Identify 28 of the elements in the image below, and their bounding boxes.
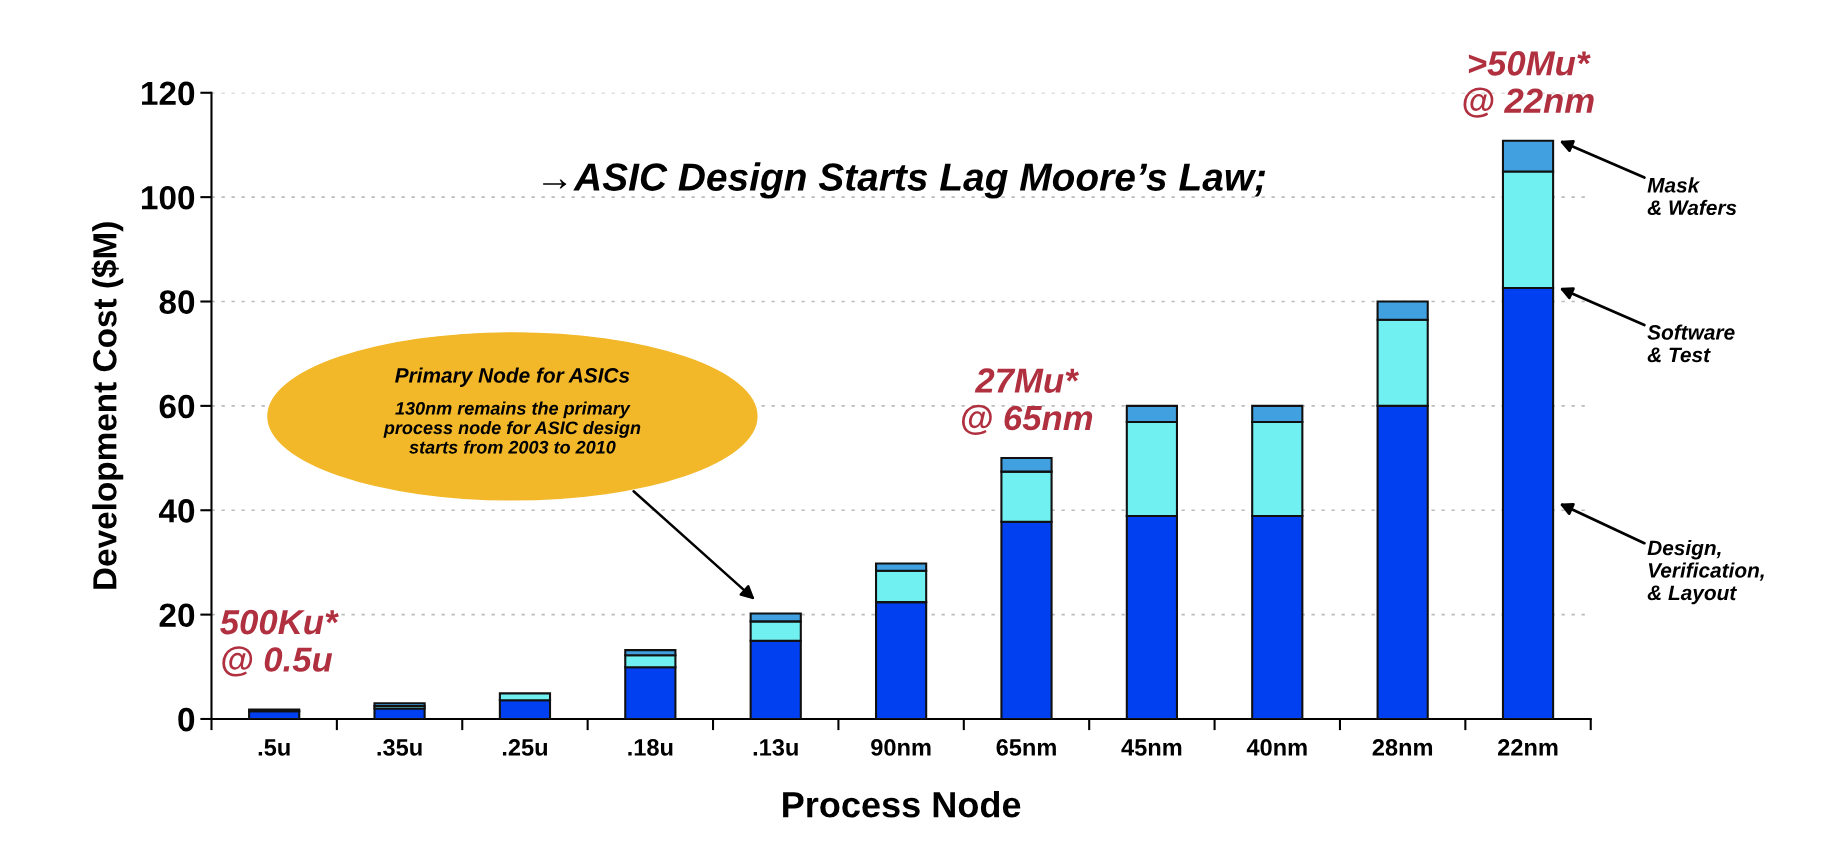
x-tick-label: .18u	[628, 739, 673, 756]
y-tick-label: 20	[159, 603, 195, 628]
y-tick-label: 60	[159, 394, 195, 419]
x-tick-label: 65nm	[996, 739, 1056, 756]
y-axis-title: Development Cost ($M)	[91, 222, 124, 589]
y-tick-label: 120	[142, 81, 195, 106]
x-tick-label: 45nm	[1121, 739, 1182, 756]
annotation: 500Ku* @ 0.5u	[220, 609, 339, 677]
x-axis-title: Process Node	[783, 790, 1021, 818]
annotation: Primary Node for ASICs 130nm remains the primary process node for ASIC design starts from 2003 to 2010	[383, 367, 641, 454]
x-tick-label: .35u	[377, 739, 422, 756]
x-tick-label: .25u	[502, 739, 548, 756]
y-tick-label: 40	[158, 499, 195, 523]
y-tick-label: 0	[178, 707, 195, 732]
x-tick-label: 90nm	[871, 739, 931, 756]
text: Design, Verification, & Layout	[1647, 539, 1764, 605]
annotation: 27Mu* @ 65nm	[961, 368, 1093, 435]
y-tick-label: 100	[142, 185, 195, 210]
x-tick-label: 28nm	[1372, 739, 1433, 756]
text: Mask & Wafers	[1647, 177, 1737, 216]
x-tick-label: .13u	[753, 739, 798, 756]
x-tick-label: 40nm	[1246, 739, 1307, 756]
x-tick-label: 22nm	[1498, 739, 1558, 756]
annotation: →ASIC Design Starts Lag Moore’s Law;	[543, 162, 1266, 199]
text: Software & Test	[1647, 324, 1735, 363]
annotation: >50Mu* @ 22nm	[1463, 51, 1594, 118]
x-tick-label: .5u	[258, 739, 290, 756]
y-tick-label: 80	[159, 290, 195, 314]
